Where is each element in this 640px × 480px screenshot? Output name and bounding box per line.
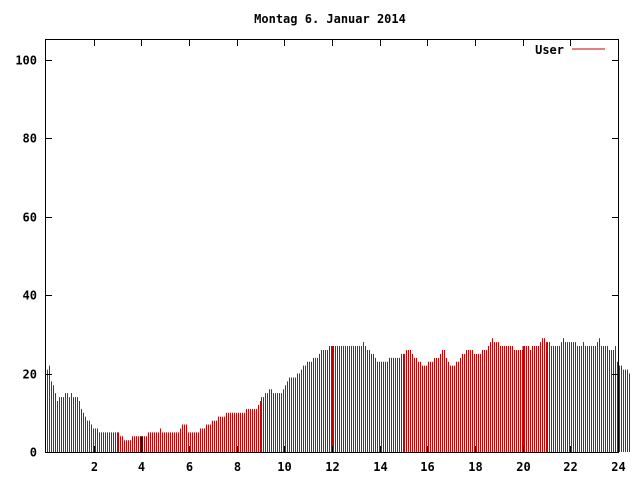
x-tick-label: 2 [91,460,98,474]
y-tick-label: 20 [23,368,37,382]
x-tick-label: 16 [420,460,434,474]
y-tick-label: 60 [23,211,37,225]
y-tick-label: 40 [23,289,37,303]
y-tick-label: 0 [30,446,37,460]
y-axis: 0 20 40 60 80 100 [15,54,618,460]
x-tick-label: 20 [516,460,530,474]
x-tick-label: 10 [277,460,291,474]
bar-series-user [47,338,630,452]
y-tick-label: 80 [23,132,37,146]
x-tick-label: 8 [234,460,241,474]
x-tick-label: 14 [373,460,387,474]
x-tick-label: 22 [563,460,577,474]
y-tick-label: 100 [15,54,37,68]
legend: User [535,43,605,57]
chart-title: Montag 6. Januar 2014 [254,12,406,26]
x-tick-label: 4 [138,460,145,474]
x-axis: 2 4 6 8 10 12 14 16 18 20 22 24 [91,40,626,474]
x-tick-label: 12 [325,460,339,474]
legend-label: User [535,43,564,57]
x-tick-label: 18 [468,460,482,474]
x-tick-label: 24 [611,460,625,474]
plot-frame [45,39,619,453]
x-tick-label: 6 [186,460,193,474]
